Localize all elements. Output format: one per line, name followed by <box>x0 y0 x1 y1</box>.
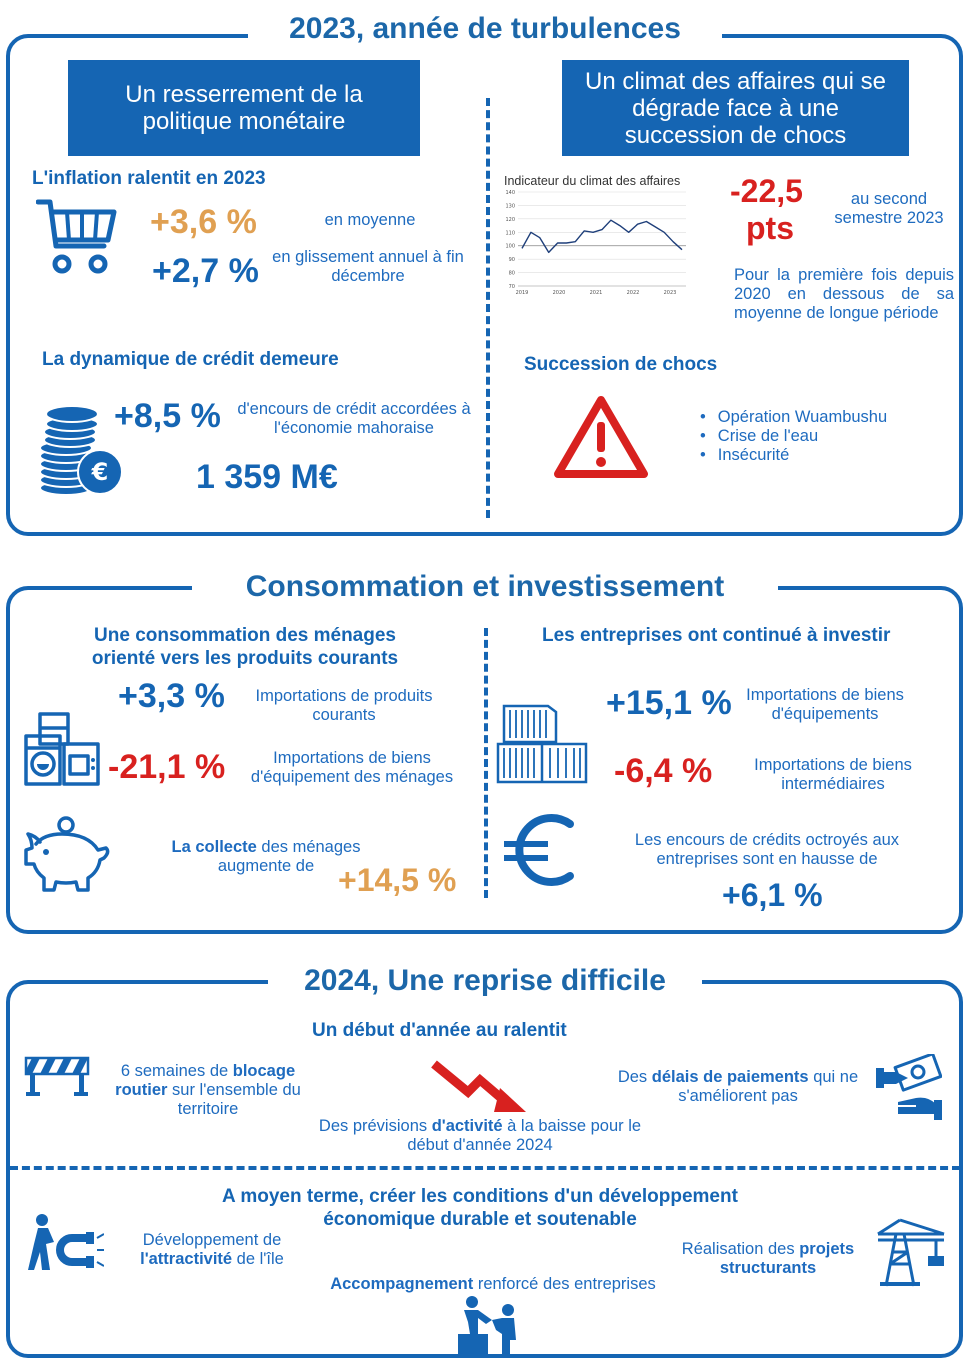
hand-money-icon <box>876 1054 942 1124</box>
section3-divider <box>10 1166 960 1170</box>
euro-icon <box>500 810 580 890</box>
climate-chart-title: Indicateur du climat des affaires <box>504 174 681 188</box>
shock-item: Opération Wuambushu <box>700 408 887 427</box>
coins-stack-icon: € <box>36 400 132 496</box>
household-savings-value: +14,5 % <box>338 862 457 898</box>
construction-crane-icon <box>876 1216 946 1288</box>
equipment-imports-value: +15,1 % <box>606 684 732 722</box>
chart-y-tick-label: 110 <box>505 230 515 236</box>
inflation-yoy-value: +2,7 % <box>152 252 259 290</box>
chart-y-tick-label: 120 <box>505 217 515 223</box>
household-savings-label: La collecte des ménages augmente de <box>150 838 382 876</box>
roadblock-text: 6 semaines de blocage routier sur l'ense… <box>100 1062 316 1119</box>
chart-x-tick-label: 2020 <box>553 290 566 296</box>
forecast-text: Des prévisions d'activité à la baisse po… <box>306 1117 654 1155</box>
monetary-policy-banner-text: Un resserrement de la politique monétair… <box>125 81 363 135</box>
chart-x-tick-label: 2021 <box>590 290 603 296</box>
credit-growth-label: d'encours de crédit accordées à l'économ… <box>237 400 471 437</box>
forecast-text-post: à la baisse pour le début d'année 2024 <box>407 1117 642 1154</box>
inflation-yoy-label: en glissement annuel à fin décembre <box>272 248 464 285</box>
attractiveness-post: de l'île <box>232 1250 284 1268</box>
forecast-text-pre: Des prévisions <box>318 1117 432 1135</box>
midterm-heading: A moyen terme, créer les conditions d'un… <box>222 1186 738 1230</box>
warning-icon <box>552 394 650 480</box>
inflation-average-value: +3,6 % <box>150 203 257 241</box>
payment-delays-bold: délais de paiements <box>651 1068 809 1086</box>
shopping-cart-icon <box>36 198 118 276</box>
chart-y-tick-label: 100 <box>505 244 515 250</box>
roadblock-text-post: sur l'ensemble du territoire <box>167 1081 301 1118</box>
household-current-imports-value: +3,3 % <box>118 677 225 715</box>
company-loans-label: Les encours de crédits octroyés aux entr… <box>634 831 900 868</box>
roadblock-text-bold: blocage routier <box>115 1062 296 1099</box>
support-post: renforcé des entreprises <box>473 1275 656 1293</box>
shipping-containers-icon <box>496 704 588 784</box>
climate-chart-svg: 70 80 90 100 110 120 130 140 2019 2020 2021 2022 202… <box>505 190 686 296</box>
chart-y-tick-label: 130 <box>505 203 515 209</box>
support-text: Accompagnement renforcé des entreprises <box>306 1275 680 1294</box>
intermediate-imports-label: Importations de biens intermédiaires <box>754 756 912 793</box>
projects-text: Réalisation des projets structurants <box>670 1240 866 1278</box>
appliances-icon <box>24 712 100 786</box>
monetary-policy-banner: Un resserrement de la politique monétair… <box>68 60 420 156</box>
chart-x-tick-label: 2022 <box>627 290 640 296</box>
chart-y-tick-label: 90 <box>509 257 515 263</box>
credit-amount: 1 359 M€ <box>196 458 338 496</box>
chart-x-tick-label: 2023 <box>664 290 677 296</box>
section2-title: Consommation et investissement <box>192 572 778 602</box>
shock-item: Insécurité <box>700 446 887 465</box>
inflation-heading: L'inflation ralentit en 2023 <box>32 168 266 189</box>
slow-start-heading: Un début d'année au ralentit <box>312 1020 567 1041</box>
attractiveness-bold: l'attractivité <box>140 1250 233 1268</box>
projects-bold: projets structurants <box>719 1240 855 1277</box>
company-loans-value: +6,1 % <box>722 877 823 913</box>
household-current-imports-label: Importations de produits courants <box>255 687 433 724</box>
support-bold: Accompagnement <box>330 1275 474 1293</box>
households-heading: Une consommation des ménages orienté ver… <box>91 625 399 669</box>
chart-series-line <box>521 219 683 254</box>
magnet-attraction-icon <box>28 1212 104 1274</box>
payment-delays-text: Des délais de paiements qui ne s'amélior… <box>600 1068 876 1106</box>
equipment-imports-label: Importations de biens d'équipements <box>746 686 904 723</box>
companies-heading: Les entreprises ont continué à investir <box>542 625 891 646</box>
shock-item: Crise de l'eau <box>700 427 887 446</box>
intermediate-imports-value: -6,4 % <box>614 752 713 790</box>
chart-x-tick-label: 2019 <box>516 290 529 296</box>
payment-delays-post: qui ne s'améliorent pas <box>678 1068 859 1105</box>
attractiveness-pre: Développement de <box>142 1231 282 1249</box>
section3-title: 2024, Une reprise difficile <box>268 966 702 996</box>
roadblock-text-pre: 6 semaines de <box>120 1062 233 1080</box>
inflation-average-label: en moyenne <box>324 211 416 229</box>
household-savings-rest: des ménages augmente de <box>217 838 361 875</box>
piggy-bank-icon <box>22 816 114 896</box>
chart-y-tick-label: 80 <box>509 271 515 277</box>
payment-delays-pre: Des <box>617 1068 652 1086</box>
forecast-text-bold: d'activité <box>431 1117 503 1135</box>
climate-chart: Indicateur du climat des affaires 70 80 90… <box>500 170 714 310</box>
attractiveness-text: Développement de l'attractivité de l'île <box>126 1231 298 1269</box>
shocks-list: Opération Wuambushu Crise de l'eau Inséc… <box>700 408 887 465</box>
section1-title: 2023, année de turbulences <box>248 14 722 44</box>
credit-heading: La dynamique de crédit demeure <box>42 349 339 370</box>
credit-growth-value: +8,5 % <box>114 397 221 435</box>
household-equipment-imports-value: -21,1 % <box>108 748 226 786</box>
helping-hand-icon <box>456 1294 528 1354</box>
climate-drop-value: -22,5 <box>730 173 803 209</box>
business-climate-banner: Un climat des affaires qui se dégrade fa… <box>562 60 909 156</box>
climate-drop-unit: pts <box>746 210 794 246</box>
svg-text:€: € <box>91 458 109 486</box>
section2-divider <box>484 628 488 898</box>
business-climate-banner-text: Un climat des affaires qui se dégrade fa… <box>584 67 887 149</box>
chart-y-tick-label: 140 <box>505 190 515 196</box>
household-savings-bold: La collecte <box>171 838 257 856</box>
section1-divider <box>486 98 490 518</box>
projects-pre: Réalisation des <box>681 1240 800 1258</box>
climate-note: Pour la première fois depuis 2020 en des… <box>734 266 954 322</box>
household-equipment-imports-label: Importations de biens d'équipement des m… <box>250 749 454 786</box>
roadblock-icon <box>24 1054 90 1098</box>
shocks-heading: Succession de chocs <box>524 354 718 375</box>
downward-trend-icon <box>430 1058 530 1116</box>
chart-y-tick-label: 70 <box>509 284 515 290</box>
climate-drop-label: au second semestre 2023 <box>834 190 944 227</box>
